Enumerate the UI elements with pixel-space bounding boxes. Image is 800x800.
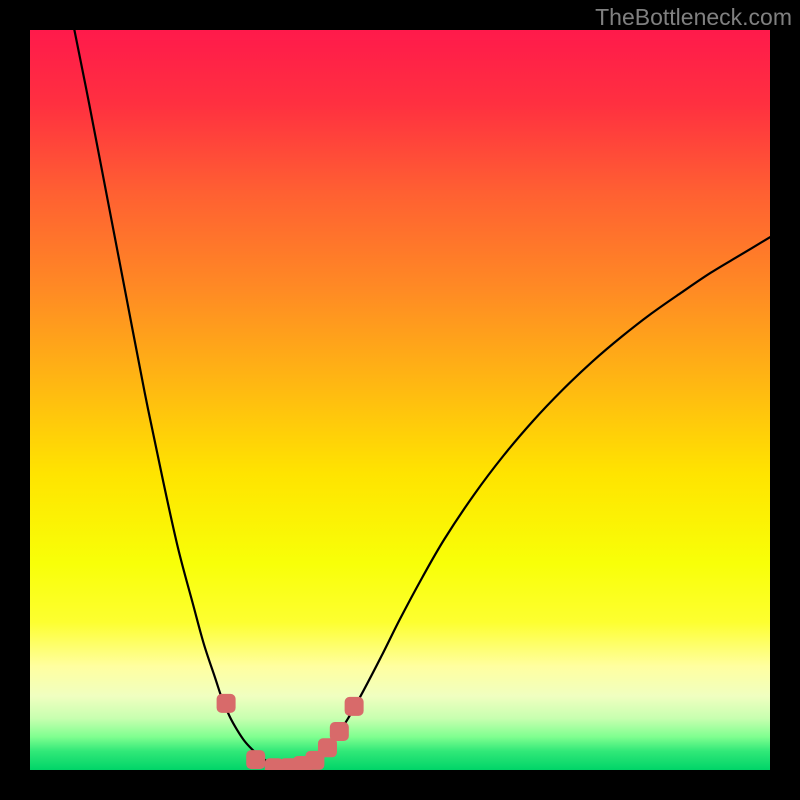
data-marker bbox=[330, 722, 349, 741]
data-marker bbox=[318, 738, 337, 757]
plot-background bbox=[30, 30, 770, 770]
data-marker bbox=[217, 694, 236, 713]
data-marker bbox=[345, 697, 364, 716]
chart-svg bbox=[0, 0, 800, 800]
data-marker bbox=[246, 750, 265, 769]
watermark-text: TheBottleneck.com bbox=[595, 4, 792, 31]
chart-root: TheBottleneck.com bbox=[0, 0, 800, 800]
